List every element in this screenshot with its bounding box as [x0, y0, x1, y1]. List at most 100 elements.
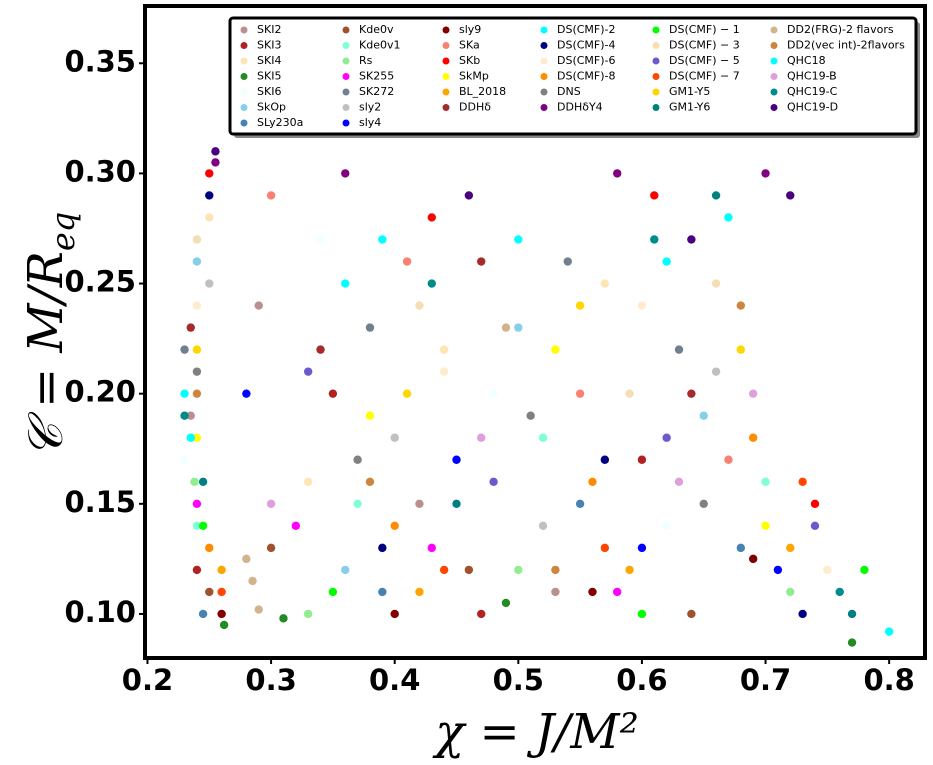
legend-label: DS(CMF) − 7: [669, 70, 740, 83]
point: [773, 565, 783, 575]
point: [662, 433, 671, 442]
point: [198, 521, 208, 531]
point: [662, 257, 671, 266]
point: [637, 301, 647, 310]
point: [674, 477, 684, 486]
legend-label: SkOp: [257, 101, 286, 114]
point: [538, 433, 548, 442]
point: [884, 627, 894, 636]
point: [242, 389, 251, 398]
legend-marker: [240, 57, 248, 65]
x-tick-label: 0.5: [493, 663, 544, 697]
point: [575, 389, 585, 398]
point: [180, 455, 189, 464]
legend-marker: [770, 26, 778, 34]
point: [378, 235, 387, 244]
legend-label: QHC18: [787, 54, 826, 67]
point: [613, 169, 622, 178]
legend-marker: [240, 42, 248, 49]
point: [637, 543, 647, 553]
point: [341, 169, 350, 178]
legend-label: GM1-Y5: [669, 85, 710, 98]
point: [823, 565, 832, 575]
point: [538, 521, 548, 531]
point: [328, 587, 338, 597]
point: [761, 521, 770, 531]
point: [192, 433, 202, 442]
legend-marker: [770, 57, 778, 65]
legend-label: GM1-Y6: [669, 101, 710, 114]
point: [711, 279, 721, 288]
point: [303, 609, 313, 619]
point: [464, 565, 474, 575]
legend-marker: [540, 57, 548, 65]
point: [687, 389, 696, 398]
y-tick-label: 0.35: [64, 44, 136, 78]
legend-label: sly9: [459, 23, 481, 36]
point: [798, 609, 807, 619]
point: [625, 565, 634, 575]
point: [810, 499, 820, 509]
point: [637, 455, 647, 464]
point: [526, 411, 535, 420]
legend-marker: [342, 104, 350, 111]
legend-marker: [540, 88, 548, 96]
point: [501, 323, 511, 332]
point: [198, 609, 208, 619]
x-tick-label: 0.6: [616, 663, 667, 697]
x-tick-label: 0.4: [369, 663, 420, 697]
point: [687, 609, 696, 619]
point: [217, 609, 226, 619]
legend-label: SK255: [359, 70, 394, 83]
point: [551, 565, 560, 575]
point: [637, 609, 647, 619]
point: [588, 587, 597, 597]
point: [711, 367, 721, 376]
point: [192, 345, 202, 354]
legend: [228, 16, 918, 136]
point: [266, 499, 276, 509]
point: [341, 279, 350, 288]
point: [464, 191, 474, 200]
point: [316, 345, 325, 354]
legend-label: DNS: [557, 85, 581, 98]
point: [477, 609, 486, 619]
legend-label: DD2(vec int)-2flavors: [787, 39, 905, 52]
point: [748, 389, 758, 398]
legend-marker: [770, 42, 778, 49]
point: [613, 587, 622, 597]
point: [180, 411, 189, 420]
point: [248, 576, 257, 586]
point: [687, 235, 696, 244]
point: [328, 389, 338, 398]
x-axis-label: χ = J/M²: [432, 704, 639, 760]
legend-label: DS(CMF)-8: [557, 70, 616, 83]
legend-marker: [770, 104, 778, 111]
legend-marker: [240, 73, 248, 80]
legend-marker: [442, 57, 450, 65]
point: [711, 191, 721, 200]
point: [847, 609, 857, 619]
legend-label: SKb: [459, 54, 480, 67]
point: [748, 433, 758, 442]
x-tick-label: 0.7: [740, 663, 791, 697]
point: [860, 565, 869, 575]
point: [211, 158, 220, 167]
point: [415, 301, 424, 310]
point: [563, 257, 572, 266]
point: [514, 565, 523, 575]
legend-marker: [240, 104, 248, 111]
point: [242, 554, 251, 564]
legend-marker: [442, 73, 450, 80]
point: [402, 257, 412, 266]
point: [452, 455, 461, 464]
legend-label: SkMp: [459, 70, 489, 83]
y-axis-label: 𝒞 = M/Req: [18, 212, 82, 459]
legend-label: Kde0v: [359, 23, 394, 36]
point: [650, 235, 659, 244]
legend-label: DDHδY4: [557, 101, 603, 114]
legend-label: SKI4: [257, 54, 281, 67]
legend-marker: [442, 26, 450, 34]
point: [192, 257, 202, 266]
legend-label: DS(CMF) − 1: [669, 23, 740, 36]
